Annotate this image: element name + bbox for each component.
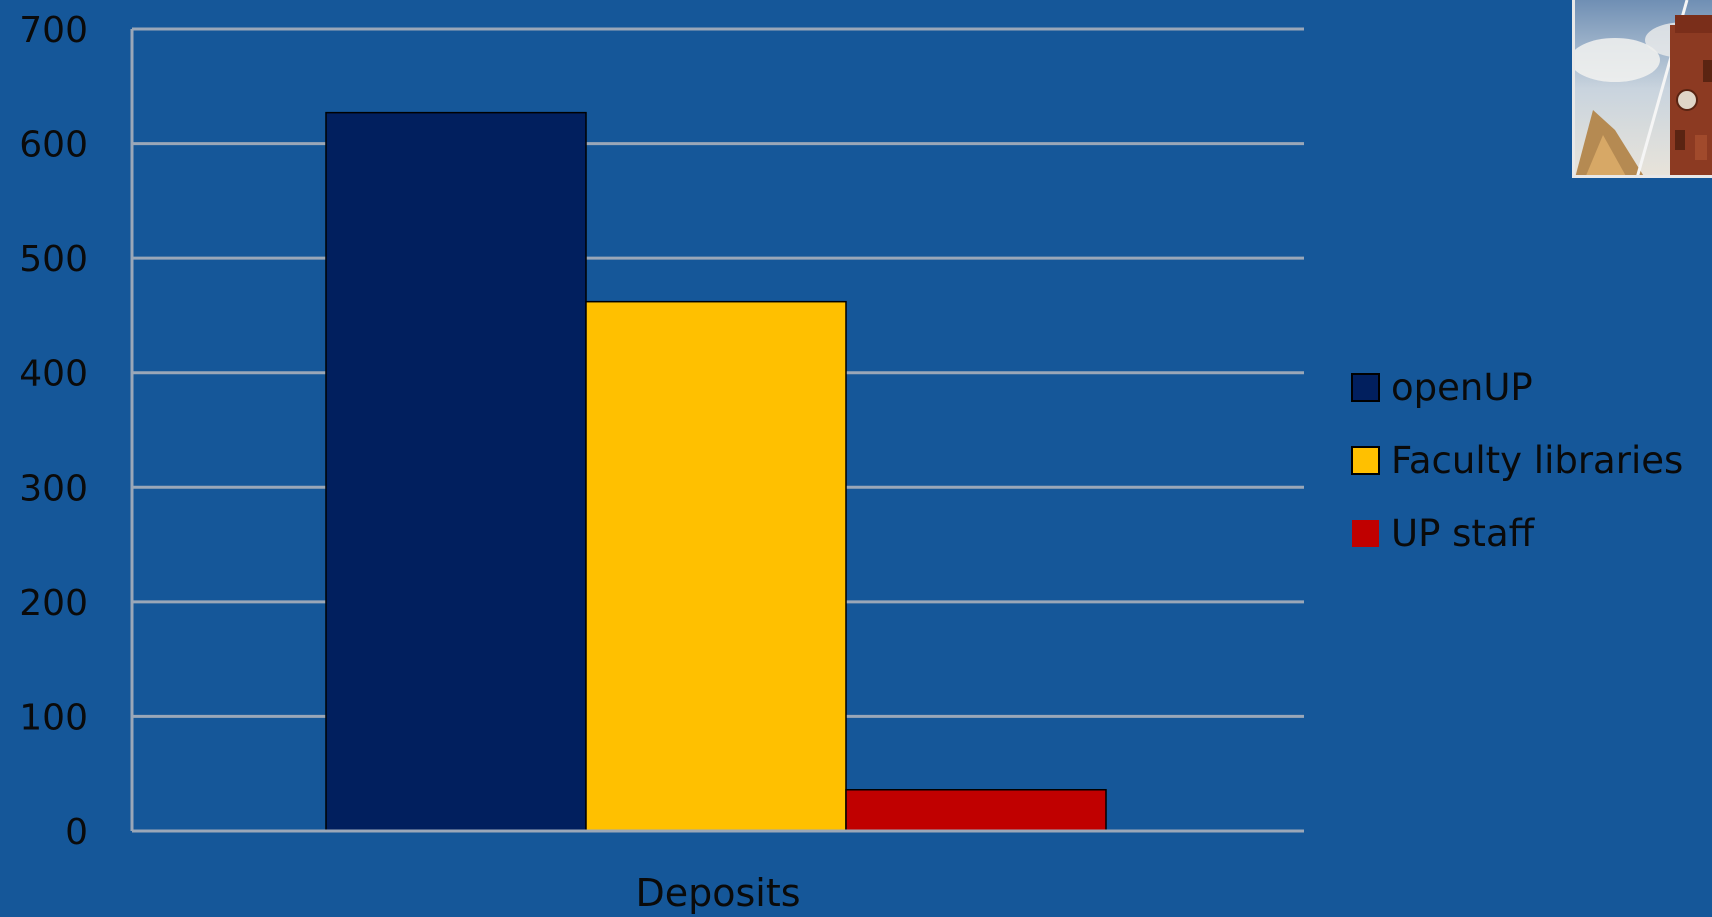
y-axis-tick-labels: 0 100 200 300 400 500 600 700 bbox=[19, 10, 88, 853]
y-tick-label-300: 300 bbox=[19, 468, 88, 509]
y-tick-label-600: 600 bbox=[19, 125, 88, 166]
bars bbox=[325, 111, 1107, 832]
bar-openup bbox=[325, 111, 587, 832]
building-photo-icon bbox=[1572, 0, 1712, 178]
y-tick-label-100: 100 bbox=[19, 697, 88, 738]
legend: openUP Faculty libraries UP staff bbox=[1351, 366, 1683, 555]
legend-label-up-staff: UP staff bbox=[1391, 512, 1536, 555]
legend-label-faculty-libraries: Faculty libraries bbox=[1391, 439, 1683, 482]
y-tick-label-200: 200 bbox=[19, 583, 88, 624]
y-tick-label-700: 700 bbox=[19, 10, 88, 51]
bar-up-staff bbox=[845, 789, 1107, 832]
legend-swatch-faculty-libraries bbox=[1351, 446, 1380, 475]
category-label-0: Deposits bbox=[635, 871, 800, 915]
legend-label-openup: openUP bbox=[1391, 366, 1533, 409]
y-tick-label-500: 500 bbox=[19, 239, 88, 280]
y-tick-label-0: 0 bbox=[65, 812, 88, 853]
category-labels: Deposits bbox=[635, 871, 800, 915]
legend-swatch-up-staff bbox=[1352, 520, 1379, 547]
y-tick-label-400: 400 bbox=[19, 354, 88, 395]
bar-faculty-libraries bbox=[585, 300, 847, 832]
legend-swatch-openup bbox=[1351, 373, 1380, 402]
